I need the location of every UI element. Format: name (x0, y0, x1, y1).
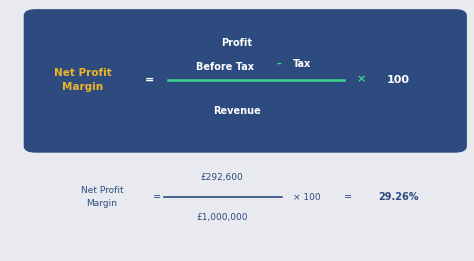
Text: =: = (145, 75, 154, 85)
Text: –: – (276, 59, 281, 69)
Text: ×: × (356, 75, 366, 85)
Text: Net Profit
Margin: Net Profit Margin (81, 186, 123, 208)
FancyBboxPatch shape (24, 9, 467, 153)
Text: Before Tax: Before Tax (196, 62, 254, 72)
Text: £292,600: £292,600 (201, 173, 243, 182)
Text: Tax: Tax (293, 59, 311, 69)
Text: 29.26%: 29.26% (378, 192, 419, 202)
Text: £1,000,000: £1,000,000 (196, 213, 247, 222)
Text: =: = (344, 192, 353, 202)
Text: 100: 100 (387, 75, 410, 85)
Text: Net Profit
Margin: Net Profit Margin (54, 68, 112, 92)
Text: Revenue: Revenue (213, 106, 261, 116)
Text: =: = (153, 192, 162, 202)
Text: × 100: × 100 (293, 193, 321, 201)
Text: Profit: Profit (221, 38, 253, 48)
